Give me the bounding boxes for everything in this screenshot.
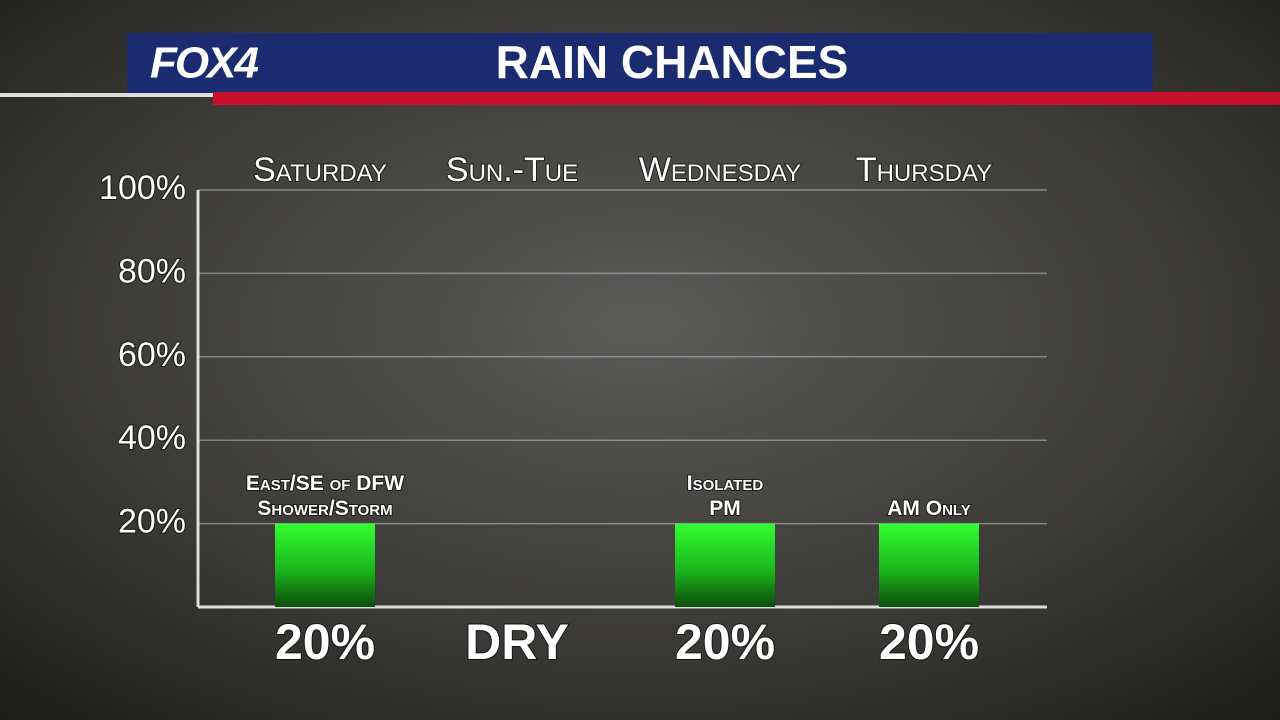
- value-label: 20%: [675, 614, 775, 670]
- value-label: 20%: [879, 614, 979, 670]
- header-stripe: [213, 92, 1280, 105]
- value-label: 20%: [275, 614, 375, 670]
- x-tick-label: Thursday: [856, 151, 992, 189]
- bar-note: Shower/Storm: [257, 497, 392, 520]
- bar-note: East/SE of DFW: [246, 472, 404, 495]
- bar: [879, 523, 979, 607]
- x-tick-label: Sun.-Tue: [446, 151, 578, 189]
- bar: [675, 523, 775, 607]
- y-tick-label: 100%: [99, 169, 186, 207]
- bar-note: PM: [709, 497, 741, 520]
- bar: [275, 523, 375, 607]
- y-tick-label: 60%: [118, 336, 186, 374]
- brand-logo: FOX4: [150, 39, 258, 88]
- bar-note: Isolated: [687, 472, 764, 495]
- header-bar: [127, 33, 1153, 93]
- y-tick-label: 40%: [118, 419, 186, 457]
- y-tick-label: 20%: [118, 503, 186, 541]
- header-line: [0, 93, 213, 97]
- chart-title: RAIN CHANCES: [496, 36, 849, 88]
- bar-note: AM Only: [887, 497, 970, 520]
- x-tick-label: Saturday: [253, 151, 387, 189]
- y-tick-label: 80%: [118, 252, 186, 290]
- x-tick-label: Wednesday: [639, 151, 801, 189]
- value-label: DRY: [465, 614, 569, 670]
